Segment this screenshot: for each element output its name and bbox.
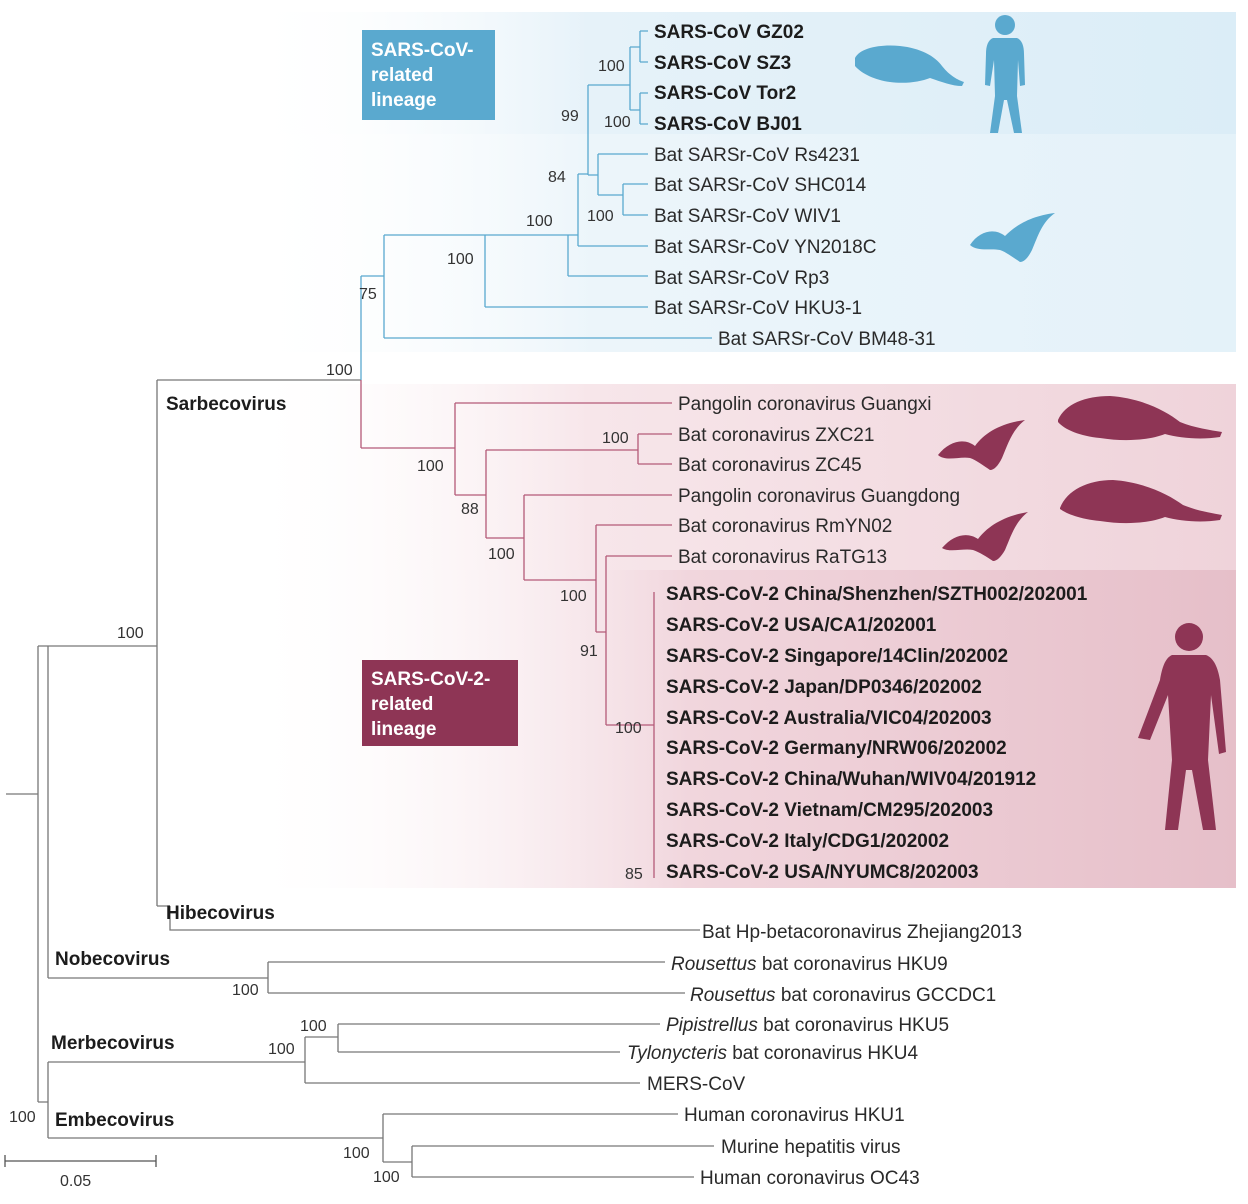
scale-bar-label: 0.05 [60, 1173, 91, 1190]
leaf-gccdc1-rest: bat coronavirus GCCDC1 [776, 985, 997, 1006]
leaf-hku9-rest: bat coronavirus HKU9 [757, 954, 948, 975]
genus-hibecovirus: Hibecovirus [166, 903, 275, 924]
scale-bar: 0.05 [4, 1155, 157, 1190]
leaf-sars2-japan: SARS-CoV-2 Japan/DP0346/202002 [666, 677, 982, 698]
sars-bat-region [240, 134, 1236, 352]
bootstrap-value: 85 [625, 866, 643, 883]
sars2-lineage-line-1: SARS-CoV-2- [371, 669, 490, 690]
bootstrap-value: 100 [560, 588, 587, 605]
leaf-mers: MERS-CoV [647, 1074, 746, 1095]
leaf-hku4-genus: Tylonycteris [627, 1043, 727, 1064]
leaf-tylonycteris-hku4: Tylonycteris bat coronavirus HKU4 [627, 1043, 919, 1064]
leaf-rousettus-hku9: Rousettus bat coronavirus HKU9 [671, 954, 948, 975]
leaf-hku5-rest: bat coronavirus HKU5 [758, 1015, 949, 1036]
leaf-sars2-germany: SARS-CoV-2 Germany/NRW06/202002 [666, 738, 1007, 759]
genus-nobecovirus: Nobecovirus [55, 949, 170, 970]
sars2-lineage-box: SARS-CoV-2- related lineage [362, 660, 518, 746]
bootstrap-value: 88 [461, 501, 479, 518]
leaf-pangolin-guangxi: Pangolin coronavirus Guangxi [678, 394, 932, 415]
sars-lineage-line-1: SARS-CoV- [371, 40, 473, 61]
sars-lineage-branches [360, 30, 712, 380]
leaf-sars2-australia: SARS-CoV-2 Australia/VIC04/202003 [666, 708, 992, 729]
bootstrap-value: 100 [615, 720, 642, 737]
sars-lineage-line-2: related [371, 65, 433, 86]
bat-icon [938, 420, 1025, 470]
leaf-oc43: Human coronavirus OC43 [700, 1168, 920, 1189]
leaf-shc014: Bat SARSr-CoV SHC014 [654, 175, 867, 196]
leaf-sars2-usa-ca1: SARS-CoV-2 USA/CA1/202001 [666, 615, 937, 636]
leaf-bm48: Bat SARSr-CoV BM48-31 [718, 329, 936, 350]
pangolin-icon [1060, 480, 1222, 524]
bootstrap-value: 100 [488, 546, 515, 563]
bootstrap-value: 75 [359, 286, 377, 303]
leaf-rousettus-gccdc1: Rousettus bat coronavirus GCCDC1 [690, 985, 996, 1006]
leaf-hku4-rest: bat coronavirus HKU4 [727, 1043, 919, 1064]
bat-icon [970, 213, 1055, 262]
bootstrap-value: 100 [9, 1109, 36, 1126]
leaf-rmyn02: Bat coronavirus RmYN02 [678, 516, 892, 537]
leaf-hp-beta: Bat Hp-betacoronavirus Zhejiang2013 [702, 922, 1022, 943]
leaf-rs4231: Bat SARSr-CoV Rs4231 [654, 145, 860, 166]
bootstrap-value: 100 [343, 1145, 370, 1162]
leaf-sars-tor2: SARS-CoV Tor2 [654, 83, 796, 104]
leaf-sars2-shenzhen: SARS-CoV-2 China/Shenzhen/SZTH002/202001 [666, 584, 1088, 605]
bootstrap-value: 91 [580, 643, 598, 660]
leaf-rp3: Bat SARSr-CoV Rp3 [654, 268, 829, 289]
leaf-sars-gz02: SARS-CoV GZ02 [654, 22, 804, 43]
bootstrap-value: 100 [598, 58, 625, 75]
sars2-lineage-line-3: lineage [371, 719, 436, 740]
bootstrap-value: 100 [526, 213, 553, 230]
leaf-hku9-genus: Rousettus [671, 954, 757, 975]
bootstrap-value: 100 [326, 362, 353, 379]
sars2-lineage-line-2: related [371, 694, 433, 715]
leaf-zxc21: Bat coronavirus ZXC21 [678, 425, 874, 446]
leaf-sars2-italy: SARS-CoV-2 Italy/CDG1/202002 [666, 831, 949, 852]
leaf-zc45: Bat coronavirus ZC45 [678, 455, 862, 476]
bat-icon [942, 512, 1028, 561]
leaf-sars2-wuhan: SARS-CoV-2 China/Wuhan/WIV04/201912 [666, 769, 1036, 790]
genus-embecovirus: Embecovirus [55, 1110, 174, 1131]
bootstrap-value: 100 [117, 625, 144, 642]
bootstrap-value: 84 [548, 169, 566, 186]
genus-merbecovirus: Merbecovirus [51, 1033, 175, 1054]
bootstrap-value: 100 [232, 982, 259, 999]
bootstrap-value: 100 [268, 1041, 295, 1058]
genus-sarbecovirus: Sarbecovirus [166, 394, 286, 415]
human-icon [1138, 623, 1226, 830]
leaf-sars2-singapore: SARS-CoV-2 Singapore/14Clin/202002 [666, 646, 1008, 667]
bootstrap-value: 100 [447, 251, 474, 268]
sars-lineage-box: SARS-CoV- related lineage [362, 30, 495, 120]
leaf-wiv1: Bat SARSr-CoV WIV1 [654, 206, 841, 227]
bootstrap-value: 99 [561, 108, 579, 125]
bootstrap-value: 100 [373, 1169, 400, 1186]
pangolin-icon [1058, 396, 1222, 441]
bootstrap-value: 100 [587, 208, 614, 225]
sars2-lineage-branches [360, 380, 672, 878]
leaf-hku3: Bat SARSr-CoV HKU3-1 [654, 298, 862, 319]
gray-branches [6, 379, 714, 1178]
sars-lineage-line-3: lineage [371, 90, 436, 111]
bootstrap-value: 100 [300, 1018, 327, 1035]
leaf-hku5-genus: Pipistrellus [666, 1015, 758, 1036]
bootstrap-value: 100 [602, 430, 629, 447]
bootstrap-value: 100 [417, 458, 444, 475]
leaf-gccdc1-genus: Rousettus [690, 985, 776, 1006]
leaf-pangolin-guangdong: Pangolin coronavirus Guangdong [678, 486, 960, 507]
leaf-sars2-vietnam: SARS-CoV-2 Vietnam/CM295/202003 [666, 800, 993, 821]
leaf-sars-bj01: SARS-CoV BJ01 [654, 114, 802, 135]
leaf-pipistrellus-hku5: Pipistrellus bat coronavirus HKU5 [666, 1015, 949, 1036]
bootstrap-values: 100 100 99 84 100 100 100 75 100 100 100… [9, 58, 643, 1186]
leaf-mhv: Murine hepatitis virus [721, 1137, 901, 1158]
pangolin-icon [855, 45, 964, 86]
human-icon [985, 15, 1025, 133]
leaf-sars-sz3: SARS-CoV SZ3 [654, 53, 791, 74]
leaf-hku1: Human coronavirus HKU1 [684, 1105, 905, 1126]
leaf-ratg13: Bat coronavirus RaTG13 [678, 547, 887, 568]
bootstrap-value: 100 [604, 114, 631, 131]
leaf-yn2018c: Bat SARSr-CoV YN2018C [654, 237, 876, 258]
leaf-sars2-usa-nyumc8: SARS-CoV-2 USA/NYUMC8/202003 [666, 862, 979, 883]
